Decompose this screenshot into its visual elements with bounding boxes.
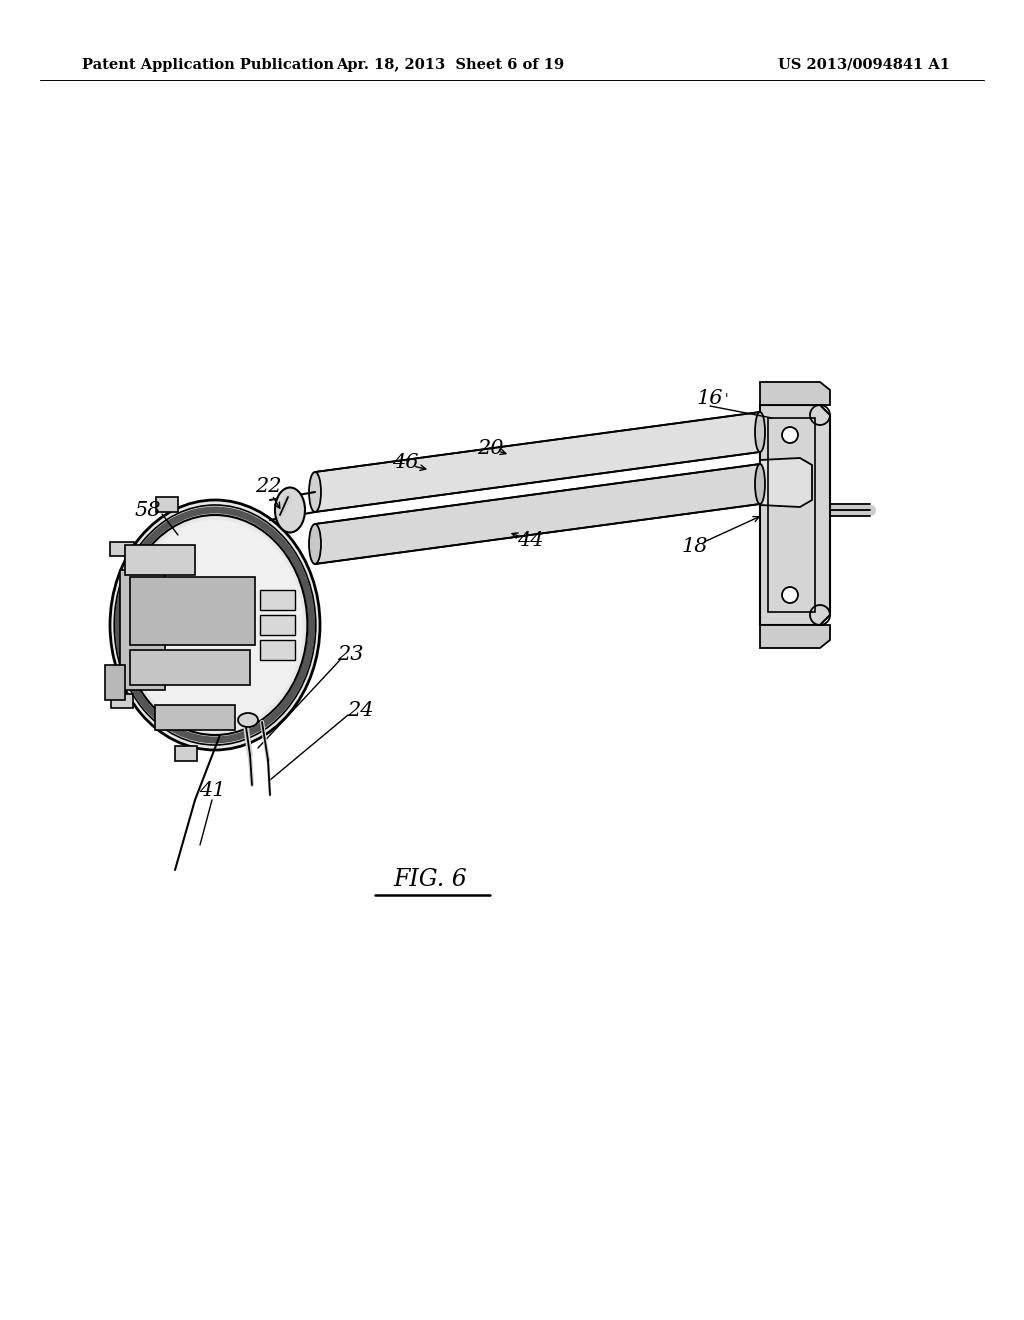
Text: 44: 44 <box>517 531 544 549</box>
Ellipse shape <box>755 465 765 504</box>
Ellipse shape <box>782 426 798 444</box>
Polygon shape <box>111 541 134 556</box>
Polygon shape <box>760 405 830 624</box>
Text: 22: 22 <box>255 478 282 496</box>
Text: FIG. 6: FIG. 6 <box>393 869 467 891</box>
Text: US 2013/0094841 A1: US 2013/0094841 A1 <box>778 58 950 73</box>
Polygon shape <box>760 624 830 648</box>
Ellipse shape <box>782 587 798 603</box>
Polygon shape <box>260 590 295 610</box>
Text: 46: 46 <box>392 454 418 473</box>
Polygon shape <box>315 465 760 564</box>
Ellipse shape <box>238 713 258 727</box>
Polygon shape <box>315 412 760 512</box>
Ellipse shape <box>110 500 319 750</box>
Ellipse shape <box>309 473 321 512</box>
Ellipse shape <box>127 520 303 730</box>
Polygon shape <box>120 570 165 690</box>
Text: 18: 18 <box>682 537 709 557</box>
Polygon shape <box>260 615 295 635</box>
Polygon shape <box>760 381 830 405</box>
Text: 16: 16 <box>696 388 723 408</box>
Text: Patent Application Publication: Patent Application Publication <box>82 58 334 73</box>
Text: ': ' <box>725 393 728 407</box>
Text: 58: 58 <box>135 500 161 520</box>
Polygon shape <box>125 545 195 576</box>
Polygon shape <box>175 746 197 760</box>
Ellipse shape <box>309 524 321 564</box>
Ellipse shape <box>755 412 765 451</box>
Text: 23: 23 <box>337 645 364 664</box>
Polygon shape <box>130 577 255 645</box>
Text: 41: 41 <box>199 780 225 800</box>
Polygon shape <box>112 694 133 709</box>
Ellipse shape <box>275 487 305 532</box>
Polygon shape <box>260 640 295 660</box>
Polygon shape <box>760 458 812 507</box>
Polygon shape <box>130 649 250 685</box>
Polygon shape <box>105 665 125 700</box>
Text: 20: 20 <box>477 438 503 458</box>
Text: 24: 24 <box>347 701 374 719</box>
Polygon shape <box>157 496 178 512</box>
Polygon shape <box>155 705 234 730</box>
Text: Apr. 18, 2013  Sheet 6 of 19: Apr. 18, 2013 Sheet 6 of 19 <box>336 58 564 73</box>
